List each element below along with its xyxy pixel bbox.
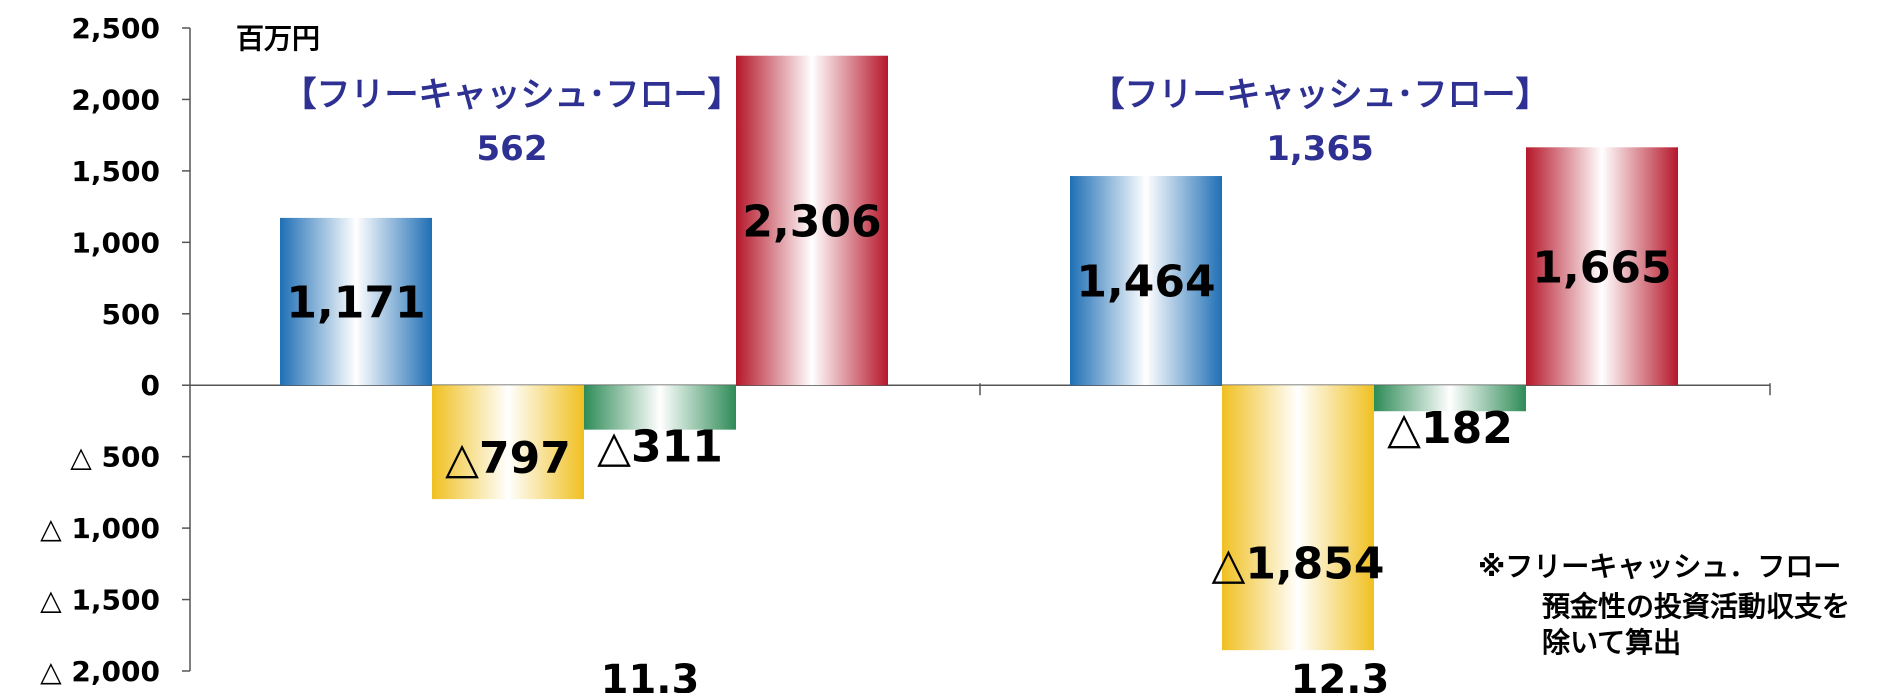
data-label: △797 bbox=[445, 433, 571, 484]
footnote-line: ※フリーキャッシュ．フロー bbox=[1478, 550, 1841, 583]
bar bbox=[584, 385, 736, 430]
data-labels: 1,171 △797 △311 2,306 1,464 △1,854 △182 1,665 bbox=[286, 196, 1671, 589]
data-label: 1,665 bbox=[1532, 242, 1671, 293]
footnote-line: 預金性の投資活動収支を bbox=[1542, 590, 1850, 623]
fcf-title: 【フリーキャッシュ･フロー】 bbox=[1091, 75, 1550, 115]
bar bbox=[1222, 385, 1374, 651]
data-label: △182 bbox=[1387, 403, 1513, 454]
y-tick-label: 1,500 bbox=[71, 155, 160, 188]
unit-label: 百万円 bbox=[236, 22, 320, 55]
y-tick-label: △ 2,000 bbox=[40, 655, 160, 688]
x-category-label: 11.3 bbox=[601, 657, 700, 693]
y-tick-label: △ 1,000 bbox=[40, 512, 160, 545]
y-tick-label: △ 500 bbox=[70, 441, 160, 474]
y-tick-label: △ 1,500 bbox=[40, 584, 160, 617]
y-axis: 2,500 2,000 1,500 1,000 500 0 △ 500 △ 1,000 △ 1,… bbox=[40, 12, 1771, 688]
bar bbox=[1070, 176, 1222, 386]
bars bbox=[280, 55, 1678, 651]
data-label: 1,464 bbox=[1076, 257, 1215, 308]
data-label: △311 bbox=[597, 422, 723, 473]
fcf-title: 【フリーキャッシュ･フロー】 bbox=[283, 75, 742, 115]
data-label: 1,171 bbox=[286, 278, 425, 329]
bar bbox=[736, 55, 888, 386]
bar bbox=[432, 385, 584, 500]
fcf-value: 562 bbox=[477, 129, 548, 169]
y-tick-label: 2,000 bbox=[71, 83, 160, 116]
fcf-value: 1,365 bbox=[1266, 129, 1374, 169]
x-category-label: 12.3 bbox=[1291, 657, 1390, 693]
bar bbox=[1374, 385, 1526, 412]
data-label: 2,306 bbox=[742, 196, 881, 247]
x-axis-categories: 11.3 12.3 bbox=[601, 657, 1390, 697]
y-tick-label: 0 bbox=[141, 369, 160, 402]
footnote-line: 除いて算出 bbox=[1542, 626, 1681, 659]
data-label: △1,854 bbox=[1211, 539, 1384, 590]
y-tick-label: 2,500 bbox=[71, 12, 160, 45]
bar bbox=[280, 217, 432, 386]
y-tick-label: 500 bbox=[102, 298, 160, 331]
y-tick-label: 1,000 bbox=[71, 226, 160, 259]
fcf-annotations: 【フリーキャッシュ･フロー】 562 【フリーキャッシュ･フロー】 1,365 bbox=[283, 75, 1550, 169]
bar bbox=[1526, 147, 1678, 386]
